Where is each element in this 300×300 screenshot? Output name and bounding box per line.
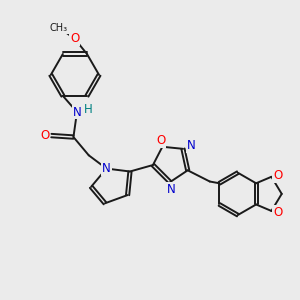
Text: N: N xyxy=(73,106,81,118)
Text: O: O xyxy=(156,134,166,147)
Text: O: O xyxy=(40,129,50,142)
Text: O: O xyxy=(273,169,283,182)
Text: O: O xyxy=(70,32,79,45)
Text: N: N xyxy=(167,183,176,196)
Text: CH₃: CH₃ xyxy=(50,23,68,33)
Text: H: H xyxy=(84,103,92,116)
Text: O: O xyxy=(273,206,283,219)
Text: N: N xyxy=(187,140,196,152)
Text: N: N xyxy=(102,162,111,175)
